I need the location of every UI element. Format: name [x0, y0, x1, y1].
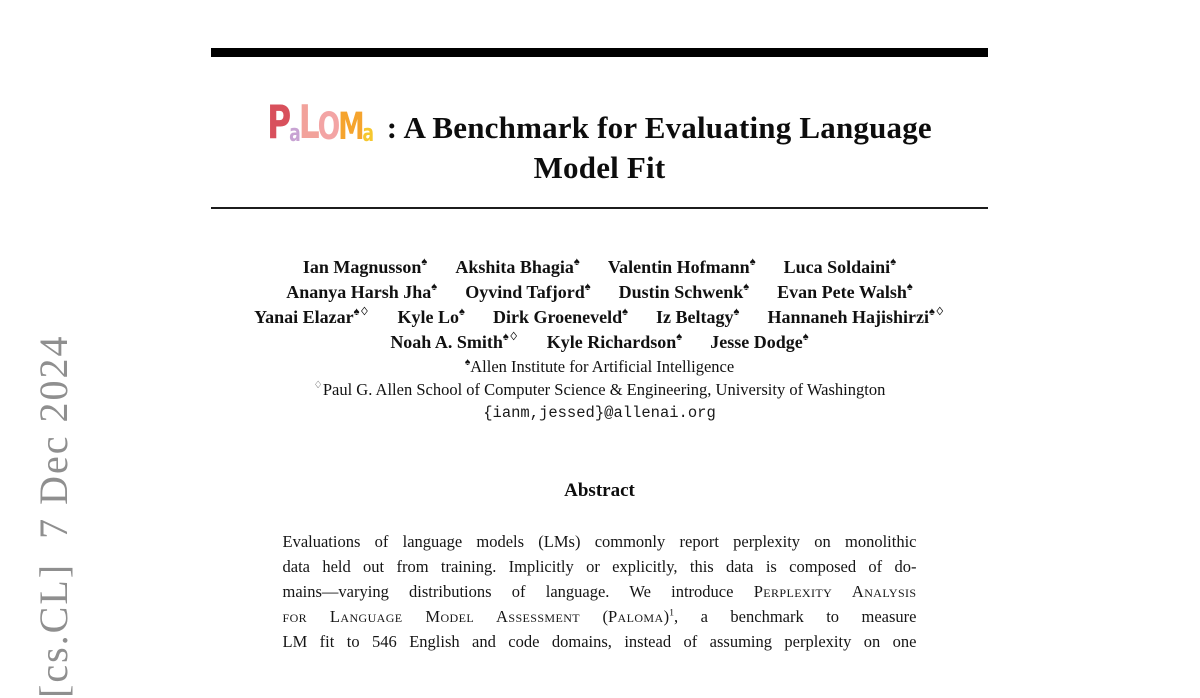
affiliation-line: ♠Allen Institute for Artificial Intellig… — [464, 356, 735, 376]
author-affiliation-marks: ♠ — [743, 281, 750, 293]
logo-letter: a — [362, 119, 375, 147]
logo-letter: a — [289, 119, 301, 147]
author-affiliation-marks: ♠ — [459, 306, 465, 318]
abstract-line: data held out from training. Implicitly … — [283, 554, 917, 579]
logo-letter: P — [267, 95, 291, 149]
author-affiliation-marks: ♠ — [906, 281, 913, 293]
abstract-line: Evaluations of language models (LMs) com… — [283, 529, 917, 554]
title-line1: : A Benchmark for Evaluating Language — [386, 110, 932, 145]
author-name: Kyle Lo♠ — [397, 306, 465, 327]
author-name: Oyvind Tafjord♠ — [465, 281, 591, 302]
author-affiliation-marks: ♠ — [749, 256, 756, 268]
abstract-text-run: ) — [663, 607, 670, 626]
title-divider — [211, 207, 988, 209]
abstract-line: LM fit to 546 English and code domains, … — [283, 629, 917, 654]
abstract-heading: Abstract — [564, 480, 635, 501]
abstract-line: for Language Model Assessment (Paloma)1,… — [283, 604, 917, 629]
abstract-text-run: Evaluations of language models (LMs) com… — [282, 532, 917, 551]
abstract-text-run: mains—varying distributions of language.… — [282, 582, 754, 601]
author-affiliation-marks: ♠ — [802, 331, 809, 343]
abstract-text-run: LM fit to 546 English and code domains, … — [282, 632, 917, 651]
author-name: Dustin Schwenk♠ — [618, 281, 750, 302]
author-affiliation-marks: ♠ — [431, 281, 438, 293]
author-line: Ian Magnusson♠ Akshita Bhagia♠ Valentin Ho… — [211, 255, 988, 280]
author-name: Luca Soldaini♠ — [783, 256, 897, 277]
abstract-text-run: ( — [580, 607, 608, 626]
small-caps-text: for Language Model Assessment — [282, 607, 580, 626]
author-name: Dirk Groeneveld♠ — [492, 306, 629, 327]
author-name: Jesse Dodge♠ — [710, 331, 809, 352]
arxiv-banner: [cs.CL] 7 Dec 2024 — [31, 334, 76, 698]
abstract-text-run: , a benchmark to measure — [674, 607, 917, 626]
author-line: Yanai Elazar♠♢ Kyle Lo♠ Dirk Groeneveld♠ Iz… — [211, 305, 988, 330]
author-name: Kyle Richardson♠ — [546, 331, 683, 352]
author-affiliation-marks: ♠ — [890, 256, 897, 268]
small-caps-text: Perplexity Analysis — [753, 582, 917, 601]
small-caps-text: Paloma — [607, 607, 664, 626]
author-affiliation-marks: ♠ — [622, 306, 629, 318]
author-affiliation-marks: ♠ — [421, 256, 428, 268]
author-name: Ananya Harsh Jha♠ — [286, 281, 438, 302]
author-affiliation-marks: ♠ — [733, 306, 740, 318]
author-name: Evan Pete Walsh♠ — [777, 281, 913, 302]
author-name: Ian Magnusson♠ — [302, 256, 428, 277]
author-name: Akshita Bhagia♠ — [455, 256, 580, 277]
author-lines: Ian Magnusson♠ Akshita Bhagia♠ Valentin Ho… — [211, 255, 988, 355]
affiliation-mark: ♢ — [313, 379, 323, 391]
author-line: Noah A. Smith♠♢ Kyle Richardson♠ Jesse Dod… — [211, 330, 988, 355]
affiliations: ♠Allen Institute for Artificial Intellig… — [211, 355, 988, 401]
affiliation-mark: ♠ — [464, 356, 471, 368]
author-affiliation-marks: ♠ — [676, 331, 683, 343]
author-name: Hannaneh Hajishirzi♠♢ — [767, 306, 945, 327]
abstract-body: Evaluations of language models (LMs) com… — [283, 529, 917, 654]
abstract-line: mains—varying distributions of language.… — [283, 579, 917, 604]
logo-letter: O — [317, 105, 341, 148]
author-name: Valentin Hofmann♠ — [607, 256, 756, 277]
author-affiliation-marks: ♠♢ — [929, 306, 945, 318]
author-affiliation-marks: ♠♢ — [353, 306, 370, 318]
author-affiliation-marks: ♠♢ — [502, 331, 519, 343]
author-name: Noah A. Smith♠♢ — [390, 331, 519, 352]
author-name: Iz Beltagy♠ — [656, 306, 740, 327]
top-rule — [211, 48, 988, 57]
logo-letter: M — [338, 105, 365, 148]
author-line: Ananya Harsh Jha♠ Oyvind Tafjord♠ Dustin S… — [211, 280, 988, 305]
affiliation-line: ♢Paul G. Allen School of Computer Scienc… — [313, 379, 886, 399]
title-line2: Model Fit — [533, 150, 666, 185]
footnote-marker: 1 — [669, 607, 674, 619]
abstract-text-run: data held out from training. Implicitly … — [282, 557, 917, 576]
contact-email: {ianm,jessed}@allenai.org — [483, 404, 716, 422]
author-name: Yanai Elazar♠♢ — [254, 306, 370, 327]
author-affiliation-marks: ♠ — [573, 256, 580, 268]
author-affiliation-marks: ♠ — [584, 281, 591, 293]
logo-letter: L — [298, 95, 320, 149]
